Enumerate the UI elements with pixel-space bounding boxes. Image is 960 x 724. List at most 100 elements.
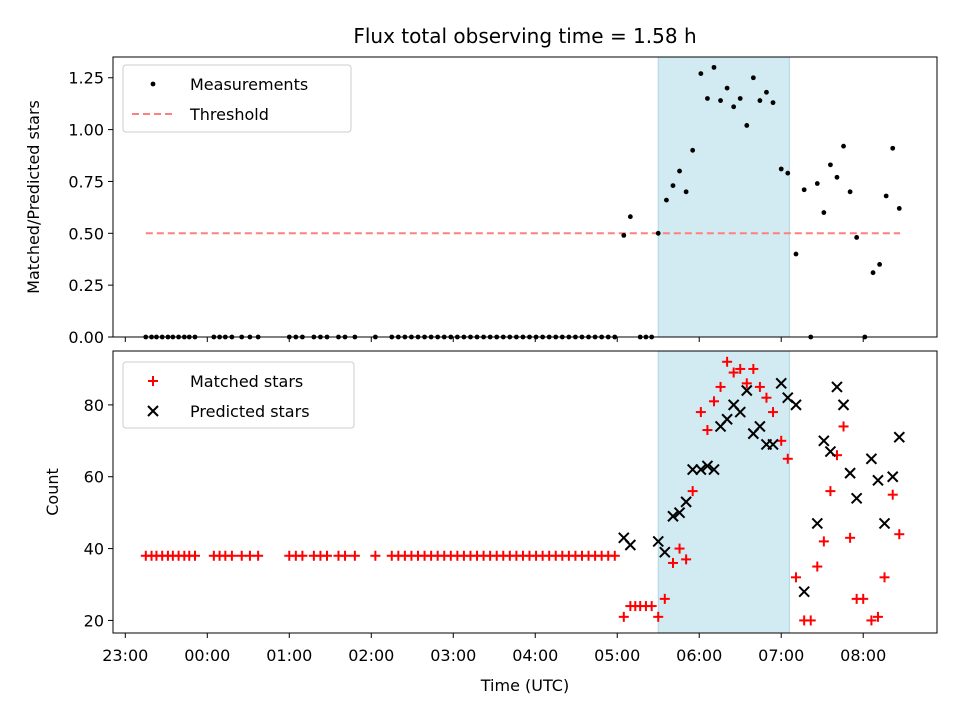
predicted-stars-point-31 bbox=[865, 453, 878, 465]
measurements-point-93 bbox=[834, 174, 840, 180]
matched-stars-point-62 bbox=[618, 611, 629, 622]
predicted-stars-point-31-b bbox=[865, 453, 878, 465]
matched-stars-point-87 bbox=[782, 453, 793, 464]
matched-stars-point-91 bbox=[812, 561, 823, 572]
matched-stars-point-70 bbox=[667, 557, 678, 568]
measurements-point-70 bbox=[677, 168, 682, 174]
matched-stars-point-83 bbox=[754, 381, 765, 392]
y-tick-label-top-4: 1.00 bbox=[68, 121, 104, 140]
predicted-stars-point-32-b bbox=[872, 474, 884, 487]
predicted-stars-point-19-b bbox=[767, 438, 779, 451]
x-tick-label-4: 03:00 bbox=[430, 646, 476, 665]
predicted-stars-point-8 bbox=[695, 463, 707, 476]
matched-stars-point-102 bbox=[887, 489, 898, 500]
predicted-stars-point-19 bbox=[767, 438, 779, 451]
predicted-stars-point-33 bbox=[878, 517, 891, 530]
predicted-stars-point-26 bbox=[824, 445, 837, 458]
predicted-stars-point-9-b bbox=[701, 460, 714, 472]
matched-stars-point-80 bbox=[735, 363, 746, 374]
matched-stars-point-22 bbox=[321, 550, 332, 561]
matched-stars-point-98 bbox=[858, 593, 869, 604]
predicted-stars-point-15 bbox=[741, 384, 753, 397]
matched-stars-point-25 bbox=[349, 550, 360, 561]
predicted-stars-point-2-b bbox=[652, 535, 664, 548]
predicted-stars-point-35 bbox=[893, 431, 905, 443]
predicted-stars-point-8-b bbox=[695, 463, 707, 476]
measurements-point-87 bbox=[793, 251, 799, 257]
predicted-stars-point-17-b bbox=[754, 420, 766, 433]
predicted-stars-point-6 bbox=[680, 496, 692, 508]
measurements-point-86 bbox=[785, 170, 791, 176]
predicted-stars-point-35-b bbox=[893, 431, 905, 443]
measurements-point-84 bbox=[770, 100, 776, 106]
predicted-stars-point-26-b bbox=[824, 445, 837, 458]
matched-stars-point-96 bbox=[845, 532, 856, 543]
matched-stars-point-95 bbox=[838, 421, 849, 432]
measurements-point-65 bbox=[621, 232, 627, 238]
predicted-stars-point-10 bbox=[708, 463, 720, 476]
legend-label-predicted-stars: Predicted stars bbox=[190, 402, 310, 421]
matched-stars-point-92 bbox=[818, 536, 829, 547]
measurements-point-71 bbox=[683, 189, 689, 195]
predicted-stars-point-9 bbox=[701, 460, 714, 472]
predicted-stars-point-12 bbox=[721, 413, 733, 425]
measurements-point-81 bbox=[750, 75, 756, 81]
predicted-stars-point-3 bbox=[659, 546, 671, 558]
matched-stars-point-100 bbox=[872, 611, 883, 622]
legend-box-top bbox=[122, 64, 352, 133]
x-tick-label-6: 05:00 bbox=[594, 646, 640, 665]
predicted-stars-point-28-b bbox=[837, 399, 850, 411]
matched-stars-point-93 bbox=[825, 486, 836, 497]
predicted-stars-point-14 bbox=[734, 406, 746, 418]
matched-stars-point-76 bbox=[708, 396, 719, 407]
predicted-stars-point-29-b bbox=[844, 467, 856, 479]
legend-label-threshold: Threshold bbox=[189, 105, 269, 124]
matched-stars-point-101 bbox=[879, 572, 890, 583]
matched-stars-point-73 bbox=[687, 486, 698, 497]
predicted-stars-point-27-b bbox=[831, 381, 843, 393]
y-axis-label-top: Matched/Predicted stars bbox=[24, 100, 43, 294]
matched-stars-point-9 bbox=[189, 550, 200, 561]
predicted-stars-point-34-b bbox=[887, 471, 899, 483]
predicted-stars-point-14-b bbox=[734, 406, 746, 418]
measurements-point-73 bbox=[698, 71, 704, 76]
legend-box-bottom bbox=[122, 361, 355, 429]
y-tick-label-bottom-1: 40 bbox=[84, 540, 104, 559]
legend-marker-measurements bbox=[150, 81, 156, 87]
measurements-point-74 bbox=[705, 96, 710, 101]
matched-stars-point-72 bbox=[681, 554, 692, 565]
measurements-point-92 bbox=[828, 162, 833, 168]
matched-stars-point-78 bbox=[722, 356, 733, 367]
predicted-stars-point-15-b bbox=[741, 384, 753, 397]
predicted-stars-point-6-b bbox=[680, 496, 692, 508]
matched-stars-point-81 bbox=[741, 378, 752, 389]
predicted-stars-point-5 bbox=[673, 506, 686, 519]
measurements-point-82 bbox=[757, 98, 763, 103]
matched-stars-point-24 bbox=[340, 550, 351, 561]
x-tick-label-8: 07:00 bbox=[758, 646, 804, 665]
y-tick-label-top-5: 1.25 bbox=[68, 69, 104, 88]
y-tick-label-bottom-0: 20 bbox=[84, 611, 104, 630]
matched-stars-point-13 bbox=[226, 550, 237, 561]
measurements-point-68 bbox=[664, 197, 669, 203]
x-tick-label-7: 06:00 bbox=[676, 646, 722, 665]
y-tick-label-top-1: 0.25 bbox=[68, 276, 104, 295]
predicted-stars-point-29 bbox=[844, 467, 856, 479]
matched-stars-point-88 bbox=[790, 572, 801, 583]
predicted-stars-point-23-b bbox=[798, 585, 810, 598]
predicted-stars-point-20-b bbox=[775, 377, 787, 390]
predicted-stars-point-12-b bbox=[721, 413, 733, 425]
measurements-point-75 bbox=[711, 64, 717, 70]
y-axis-label-bottom: Count bbox=[43, 468, 62, 516]
measurements-point-99 bbox=[877, 262, 883, 267]
x-tick-label-0: 23:00 bbox=[102, 646, 148, 665]
measurements-point-67 bbox=[655, 230, 661, 236]
predicted-stars-point-4 bbox=[667, 510, 679, 522]
predicted-stars-point-33-b bbox=[878, 517, 891, 530]
legend-marker-predicted-stars-b bbox=[147, 405, 159, 417]
x-tick-label-2: 01:00 bbox=[266, 646, 312, 665]
measurements-point-80 bbox=[744, 123, 750, 128]
measurements-point-66 bbox=[627, 214, 633, 220]
predicted-stars-point-10-b bbox=[708, 463, 720, 476]
